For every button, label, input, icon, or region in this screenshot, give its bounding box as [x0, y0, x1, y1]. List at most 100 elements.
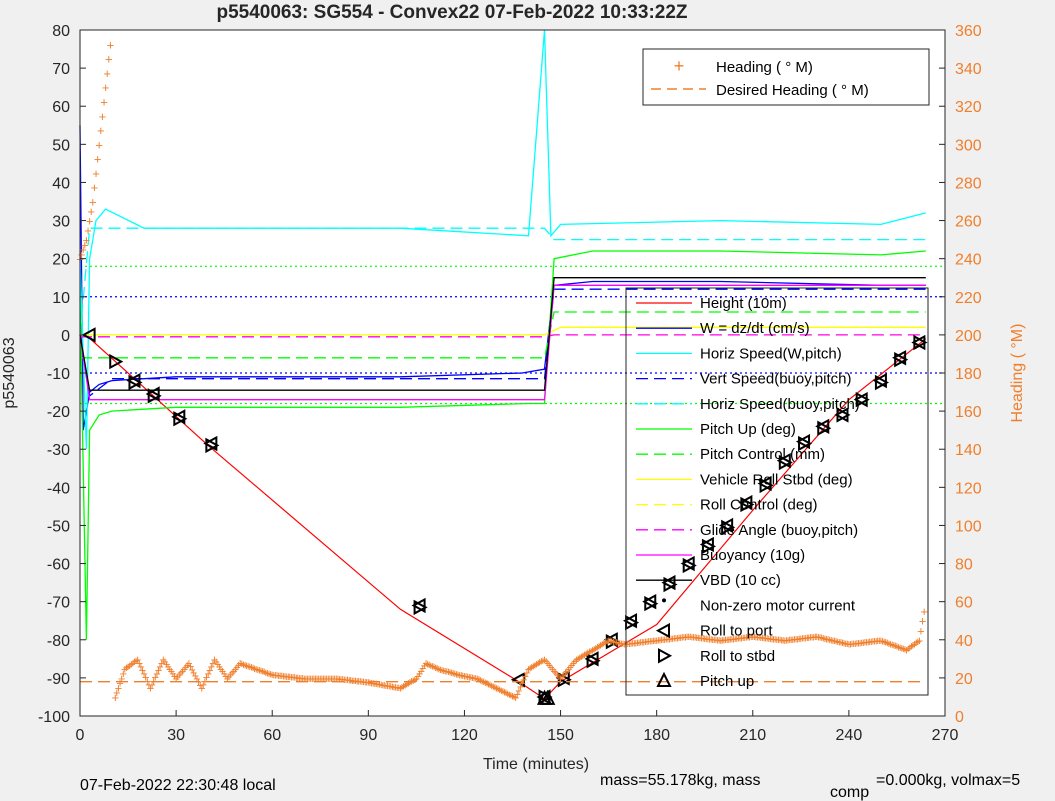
- heading-point: +: [268, 667, 276, 682]
- marker-roll-to-port: [126, 372, 141, 389]
- marker-roll-to-stbd: [557, 672, 572, 688]
- marker-roll-to-port: [510, 672, 525, 688]
- heading-point: +: [646, 634, 654, 649]
- marker-roll-to-stbd: [855, 391, 870, 408]
- heading-point: +: [515, 683, 523, 698]
- footer-comp-subscript: comp: [830, 784, 869, 801]
- heading-point: +: [332, 671, 340, 686]
- heading-point: +: [868, 634, 876, 649]
- heading-point: +: [188, 662, 196, 677]
- heading-point: +: [618, 636, 626, 651]
- heading-point: +: [835, 634, 843, 649]
- heading-point: +: [698, 630, 706, 645]
- heading-point: +: [172, 671, 180, 686]
- heading-point: +: [336, 671, 344, 686]
- heading-point: +: [855, 635, 863, 650]
- heading-point: +: [560, 667, 568, 682]
- heading-point: +: [203, 670, 211, 685]
- heading-point: +: [281, 669, 289, 684]
- heading-point: +: [550, 663, 558, 678]
- heading-point: +: [414, 668, 422, 683]
- heading-point: +: [140, 666, 148, 681]
- heading-point: +: [100, 94, 108, 109]
- y-right-tick-label: 220: [955, 290, 982, 307]
- heading-point: +: [874, 633, 882, 648]
- heading-point: +: [137, 659, 145, 674]
- heading-point: +: [437, 662, 445, 677]
- heading-point: +: [892, 638, 900, 653]
- heading-point: +: [906, 640, 914, 655]
- heading-point: +: [198, 680, 206, 695]
- legend-label-w-dz-dt-cm-s: W = dz/dt (cm/s): [700, 320, 810, 337]
- marker-roll-to-port: [622, 613, 638, 629]
- heading-point: +: [851, 636, 859, 651]
- heading-point: +: [83, 233, 91, 248]
- heading-point: +: [573, 652, 581, 667]
- heading-point: +: [885, 636, 893, 651]
- heading-point: +: [225, 669, 233, 684]
- legend-main-box: [625, 287, 929, 696]
- heading-point: +: [784, 632, 792, 647]
- heading-point: +: [142, 670, 150, 685]
- y-right-tick-label: 180: [955, 366, 982, 383]
- heading-point: +: [350, 673, 358, 688]
- heading-point: +: [765, 631, 773, 646]
- heading-point: +: [339, 672, 347, 687]
- heading-point: +: [78, 247, 86, 262]
- heading-point: +: [308, 671, 316, 686]
- heading-point: +: [79, 242, 87, 257]
- heading-point: +: [286, 669, 294, 684]
- heading-point: +: [719, 633, 727, 648]
- heading-point: +: [443, 664, 451, 679]
- heading-point: +: [135, 655, 143, 670]
- heading-point: +: [653, 633, 661, 648]
- heading-point: +: [778, 632, 786, 647]
- heading-point: +: [523, 665, 531, 680]
- heading-point: +: [598, 637, 606, 652]
- heading-point: +: [401, 678, 409, 693]
- heading-point: +: [850, 636, 858, 651]
- heading-point: +: [177, 665, 185, 680]
- marker-roll-to-stbd: [740, 496, 755, 513]
- heading-point: +: [473, 671, 481, 686]
- heading-point: +: [409, 673, 417, 688]
- heading-point: +: [680, 630, 688, 645]
- heading-point: +: [126, 658, 134, 673]
- y-right-tick-label: 200: [955, 328, 982, 345]
- heading-point: +: [834, 634, 842, 649]
- marker-roll-to-port: [642, 593, 657, 610]
- heading-point: +: [465, 669, 473, 684]
- heading-point: +: [678, 630, 686, 645]
- heading-point: +: [180, 661, 188, 676]
- heading-point: +: [896, 640, 904, 655]
- heading-point: +: [249, 660, 257, 675]
- heading-point: +: [441, 663, 449, 678]
- heading-point: +: [454, 667, 462, 682]
- heading-point: +: [192, 668, 200, 683]
- heading-point: +: [166, 661, 174, 676]
- heading-point: +: [243, 658, 251, 673]
- heading-point: +: [776, 632, 784, 647]
- x-tick-label: 270: [932, 727, 959, 744]
- heading-point: +: [369, 676, 377, 691]
- heading-point: +: [224, 671, 232, 686]
- heading-point: +: [219, 664, 227, 679]
- heading-point: +: [808, 630, 816, 645]
- y-right-tick-label: 160: [955, 404, 982, 421]
- heading-point: +: [413, 671, 421, 686]
- heading-point: +: [815, 629, 823, 644]
- heading-point: +: [530, 659, 538, 674]
- heading-point: +: [214, 657, 222, 672]
- heading-point: +: [531, 658, 539, 673]
- heading-point: +: [546, 658, 554, 673]
- heading-point: +: [353, 673, 361, 688]
- heading-point: +: [267, 667, 275, 682]
- heading-point: +: [123, 660, 131, 675]
- heading-point: +: [743, 630, 751, 645]
- heading-point: +: [869, 634, 877, 649]
- heading-point: +: [533, 657, 541, 672]
- heading-point: +: [467, 670, 475, 685]
- heading-point: +: [256, 663, 264, 678]
- heading-point: +: [493, 680, 501, 695]
- heading-point: +: [616, 635, 624, 650]
